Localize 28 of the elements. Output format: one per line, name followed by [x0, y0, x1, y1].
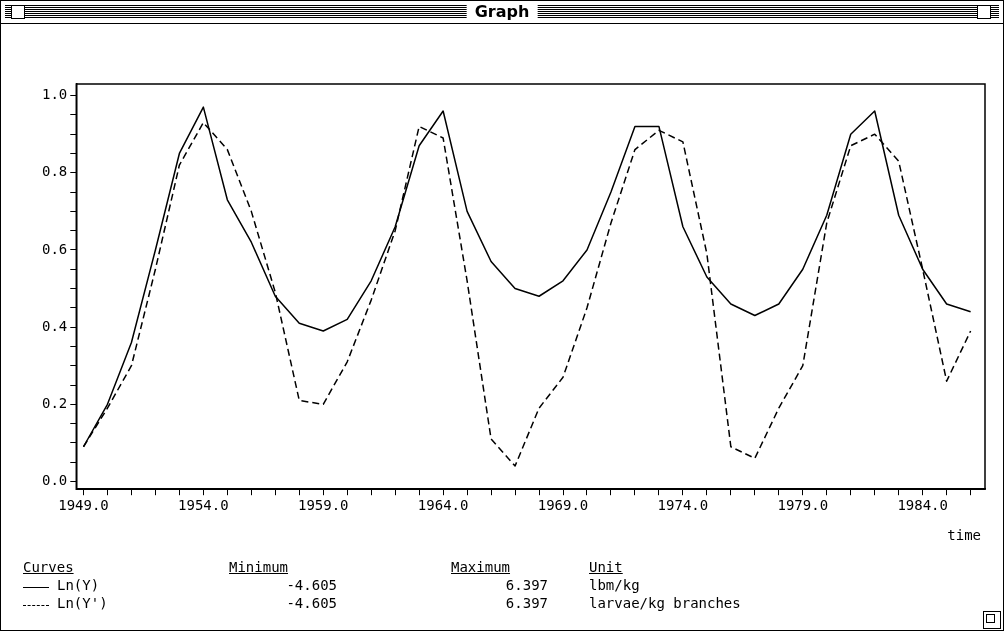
x-tick-label: 1979.0 [777, 497, 829, 514]
legend-label: Ln(Y) [57, 577, 100, 593]
y-tick-label: 0.0 [41, 472, 68, 489]
x-tick-label: 1949.0 [58, 497, 109, 514]
y-tick-label: 1.0 [41, 86, 68, 103]
x-tick-label: 1959.0 [297, 497, 349, 514]
y-tick-label: 0.4 [41, 317, 68, 334]
text: 6.397 [505, 595, 548, 611]
x-tick-label: 1984.0 [897, 497, 948, 514]
legend-label: Ln(Y') [57, 595, 108, 611]
legend-title: Curves [23, 559, 74, 575]
text: Maximum [451, 559, 511, 575]
text: 6.397 [505, 577, 548, 593]
chart-title: Graph [466, 1, 538, 23]
text: Unit [589, 559, 623, 575]
text: -4.605 [286, 577, 337, 593]
x-tick-label: 1964.0 [417, 497, 469, 514]
text: Minimum [229, 559, 289, 575]
x-tick-label: 1969.0 [537, 497, 589, 514]
y-tick-label: 0.2 [41, 394, 68, 411]
text: -4.605 [286, 595, 337, 611]
y-tick-label: 0.8 [41, 163, 68, 180]
x-tick-label: 1974.0 [657, 497, 709, 514]
x-axis-title: time [947, 526, 981, 543]
text: larvae/kg branches [589, 595, 741, 611]
x-tick-label: 1954.0 [178, 497, 229, 514]
y-tick-label: 0.6 [41, 240, 68, 257]
text: lbm/kg [589, 577, 640, 593]
